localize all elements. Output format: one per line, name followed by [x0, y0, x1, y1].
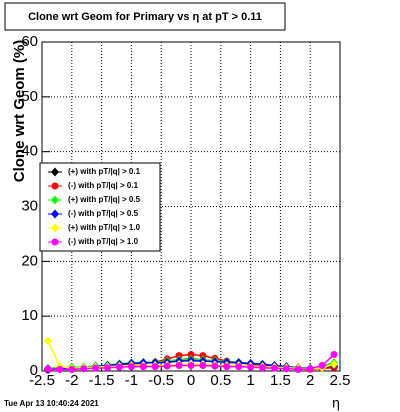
- legend-label: (-) with pT/|q| > 0.5: [68, 209, 139, 218]
- y-tick-label: 30: [21, 197, 38, 214]
- marker: [199, 362, 207, 370]
- x-tick-label: 0: [187, 372, 195, 389]
- marker: [163, 362, 171, 370]
- x-tick-label: -1.5: [89, 372, 115, 389]
- marker: [51, 223, 59, 233]
- chart-title: Clone wrt Geom for Primary vs η at pT > …: [28, 11, 262, 23]
- marker: [318, 362, 326, 370]
- marker: [51, 195, 59, 205]
- x-axis-title: η: [332, 395, 340, 411]
- marker: [223, 363, 231, 371]
- y-tick-label: 20: [21, 252, 38, 269]
- marker: [175, 362, 183, 370]
- y-tick-label: 0: [30, 362, 38, 379]
- marker: [51, 209, 59, 219]
- x-tick-label: 1: [246, 372, 254, 389]
- marker: [43, 336, 52, 346]
- marker: [92, 364, 100, 372]
- marker: [282, 365, 290, 373]
- marker: [104, 364, 112, 372]
- marker: [306, 365, 314, 373]
- marker: [51, 167, 59, 177]
- legend-label: (+) with pT/|q| > 0.5: [68, 195, 141, 204]
- y-axis-title: Clone wrt Geom (%): [11, 40, 28, 183]
- marker: [330, 351, 338, 359]
- x-tick-label: -1: [125, 372, 138, 389]
- x-tick-label: 1.5: [270, 372, 291, 389]
- marker: [187, 351, 195, 359]
- marker: [51, 182, 59, 190]
- marker: [68, 365, 76, 373]
- marker: [80, 365, 88, 373]
- marker: [211, 362, 219, 370]
- marker: [44, 365, 52, 373]
- marker: [127, 363, 135, 371]
- marker: [330, 359, 339, 369]
- legend-label: (+) with pT/|q| > 1.0: [68, 223, 141, 232]
- x-tick-label: -2: [65, 372, 78, 389]
- x-tick-label: 2.5: [330, 372, 351, 389]
- x-tick-label: -0.5: [148, 372, 174, 389]
- marker: [259, 364, 267, 372]
- marker: [139, 363, 147, 371]
- marker: [151, 363, 159, 371]
- marker: [115, 363, 123, 371]
- x-tick-label: 0.5: [210, 372, 231, 389]
- marker: [187, 362, 195, 370]
- marker: [235, 363, 243, 371]
- y-tick-label: 40: [21, 143, 38, 160]
- legend-label: (+) with pT/|q| > 0.1: [68, 167, 141, 176]
- footer: Tue Apr 13 10:40:24 2021: [4, 399, 99, 408]
- y-tick-label: 10: [21, 307, 38, 324]
- legend-label: (-) with pT/|q| > 0.1: [68, 181, 139, 190]
- legend-label: (-) with pT/|q| > 1.0: [68, 237, 139, 246]
- y-tick-label: 50: [21, 88, 38, 105]
- marker: [270, 364, 278, 372]
- legend-box: [39, 162, 161, 252]
- marker: [51, 238, 59, 246]
- x-tick-label: -2.5: [29, 372, 55, 389]
- x-tick-label: 2: [306, 372, 314, 389]
- y-tick-label: 60: [21, 33, 38, 50]
- marker: [56, 365, 64, 373]
- marker: [247, 363, 255, 371]
- marker: [294, 365, 302, 373]
- title-box: [4, 2, 286, 31]
